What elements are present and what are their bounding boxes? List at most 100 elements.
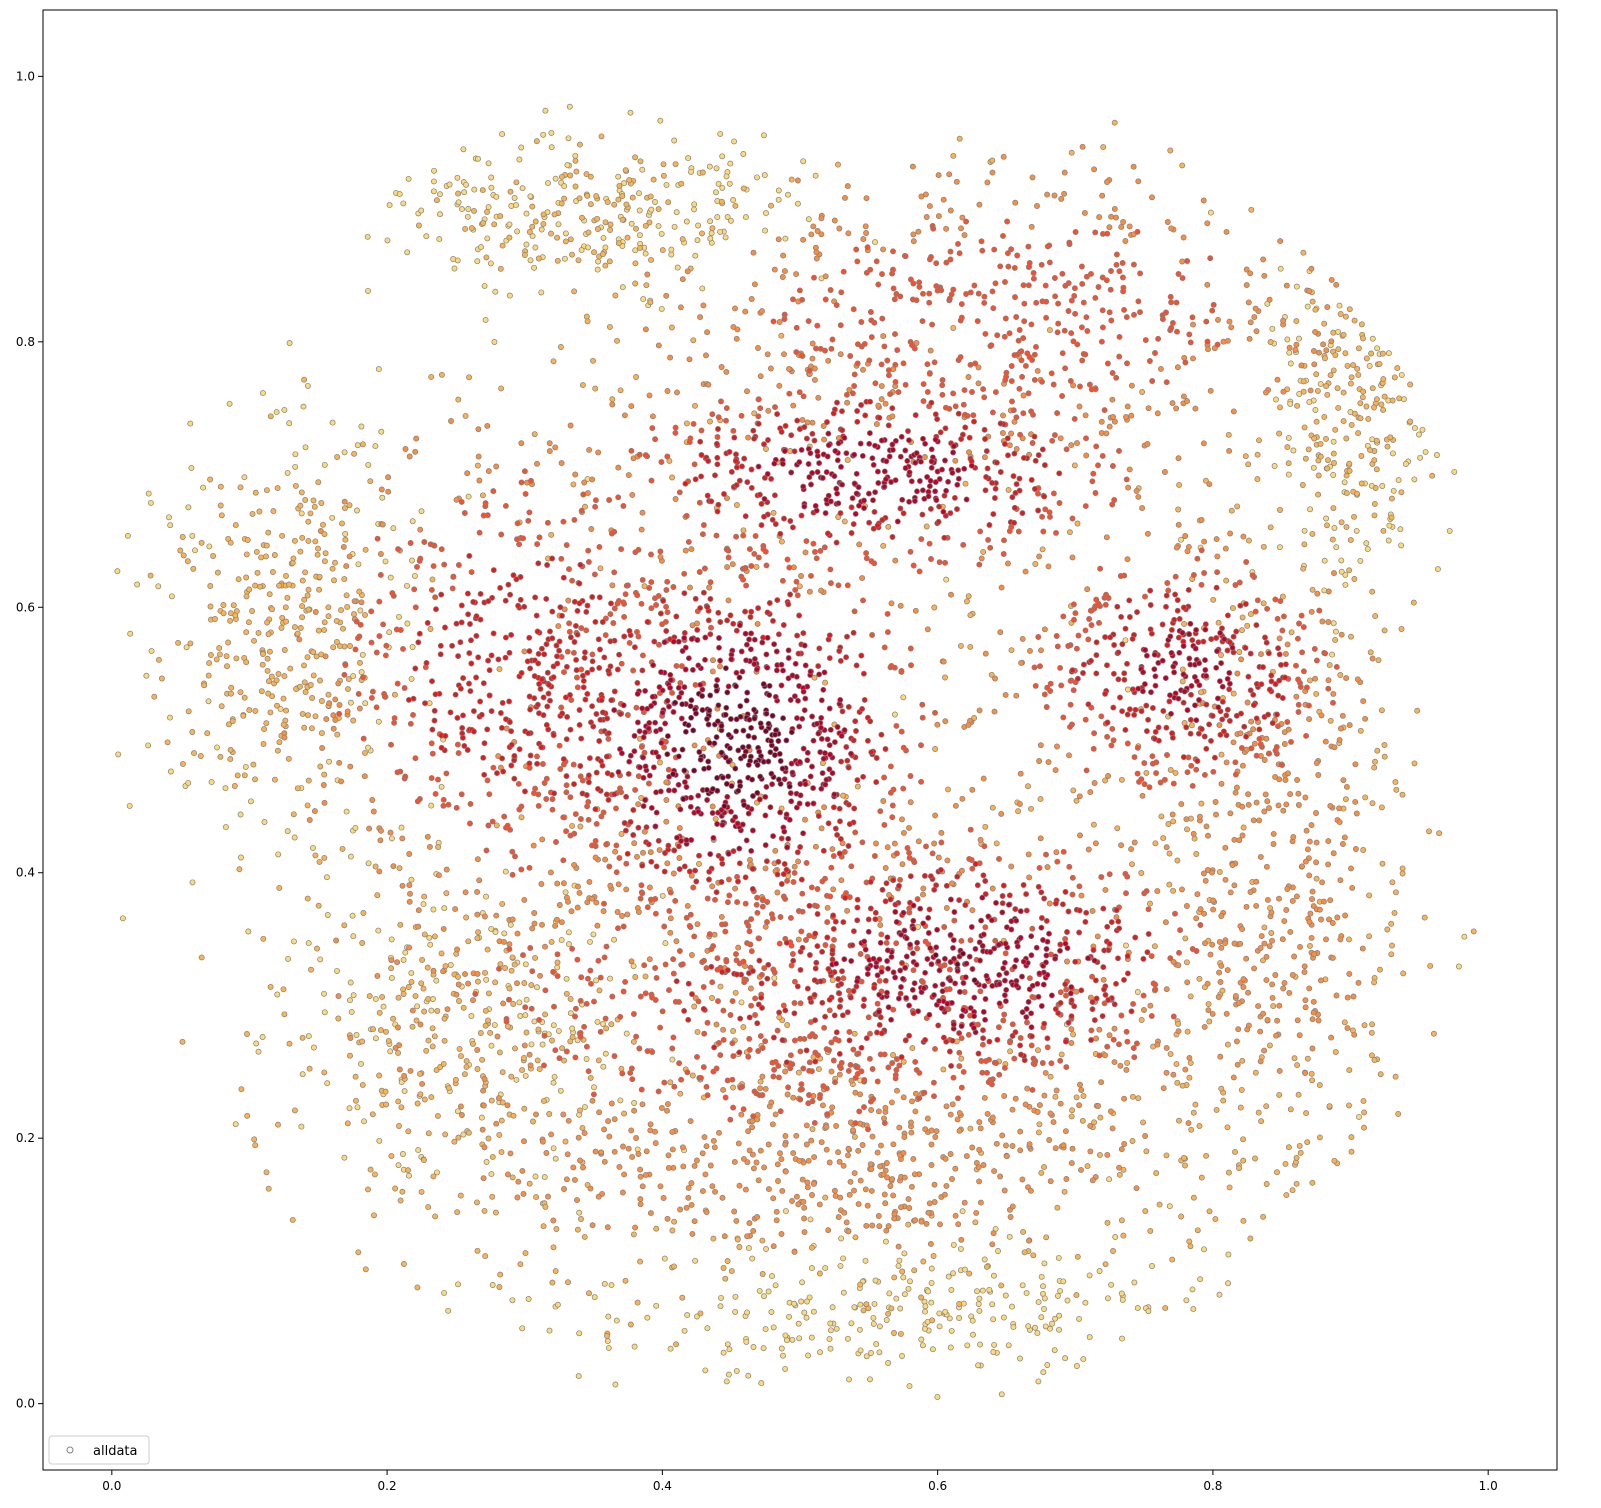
data-point xyxy=(905,1285,912,1292)
data-point xyxy=(493,463,500,470)
data-point xyxy=(1244,1026,1251,1033)
data-point xyxy=(1102,1052,1109,1059)
data-point xyxy=(741,565,748,572)
data-point xyxy=(1223,577,1230,584)
data-point xyxy=(518,440,525,447)
data-point xyxy=(229,718,236,725)
data-point xyxy=(979,1287,986,1294)
data-point xyxy=(910,1155,917,1162)
data-point xyxy=(366,993,373,1000)
data-point xyxy=(728,1268,735,1275)
data-point xyxy=(358,669,365,676)
data-point xyxy=(321,990,327,997)
data-point xyxy=(627,109,634,116)
data-point xyxy=(606,863,613,870)
data-point xyxy=(829,1304,836,1311)
data-point xyxy=(569,822,576,829)
data-point xyxy=(758,971,765,978)
data-point xyxy=(731,1158,738,1165)
data-point xyxy=(816,1270,823,1277)
data-point xyxy=(251,637,257,644)
data-point xyxy=(550,1244,557,1251)
data-point xyxy=(509,954,516,961)
data-point xyxy=(1124,360,1130,367)
data-point xyxy=(1085,846,1092,853)
data-point xyxy=(1310,1009,1317,1016)
data-point xyxy=(1344,994,1351,1001)
data-point xyxy=(305,537,312,544)
data-point xyxy=(554,234,561,241)
data-point xyxy=(979,1041,986,1048)
data-point xyxy=(803,1141,810,1148)
data-point xyxy=(1104,360,1111,367)
data-point xyxy=(908,662,914,669)
data-point xyxy=(943,576,950,583)
data-point xyxy=(359,1038,366,1045)
data-point xyxy=(572,1005,579,1012)
data-point xyxy=(1315,1017,1322,1024)
data-point xyxy=(813,903,820,910)
data-point xyxy=(1325,838,1332,845)
data-point xyxy=(400,1261,407,1267)
data-point xyxy=(1281,741,1288,747)
data-point xyxy=(1084,1163,1091,1170)
data-point xyxy=(1145,906,1152,913)
data-point xyxy=(339,845,346,852)
data-point xyxy=(316,858,323,865)
data-point xyxy=(999,430,1006,436)
data-point xyxy=(958,1035,965,1042)
data-point xyxy=(912,1090,919,1097)
data-point xyxy=(577,997,584,1004)
data-point xyxy=(896,1124,903,1131)
data-point xyxy=(892,331,898,338)
data-point xyxy=(317,956,324,963)
data-point xyxy=(1330,472,1337,478)
data-point xyxy=(670,970,677,977)
data-point xyxy=(694,1028,701,1035)
data-point xyxy=(1231,940,1238,947)
data-point xyxy=(730,1104,737,1111)
data-point xyxy=(1002,691,1009,698)
data-point xyxy=(993,840,1000,847)
data-point xyxy=(391,691,398,698)
data-point xyxy=(950,152,957,159)
data-point xyxy=(1026,874,1033,881)
data-point xyxy=(586,1290,592,1297)
data-point xyxy=(755,396,762,403)
data-point xyxy=(546,440,553,447)
data-point xyxy=(1096,1026,1103,1033)
data-point xyxy=(1121,1141,1128,1147)
data-point xyxy=(870,1320,877,1327)
data-point xyxy=(717,1303,724,1310)
data-point xyxy=(711,931,718,938)
data-point xyxy=(976,1307,983,1314)
data-point xyxy=(869,1066,876,1072)
data-point xyxy=(564,162,571,169)
data-point xyxy=(926,370,933,377)
data-point xyxy=(1109,463,1116,469)
data-point xyxy=(1084,586,1091,593)
data-point xyxy=(1380,527,1387,534)
data-point xyxy=(642,250,649,257)
data-point xyxy=(237,484,244,491)
data-point xyxy=(478,244,484,251)
data-point xyxy=(833,1325,840,1332)
data-point xyxy=(655,1088,662,1095)
data-point xyxy=(1092,490,1099,496)
data-point xyxy=(993,1140,1000,1147)
data-point xyxy=(657,1183,664,1190)
data-point xyxy=(1298,362,1305,369)
data-point xyxy=(563,542,570,549)
data-point xyxy=(534,1057,541,1064)
data-point xyxy=(1098,418,1105,425)
data-point xyxy=(661,1079,668,1086)
data-point xyxy=(462,412,469,419)
data-point xyxy=(773,1217,780,1224)
data-point xyxy=(499,1099,506,1106)
data-point xyxy=(1119,1335,1125,1342)
data-point xyxy=(519,1325,526,1332)
data-point xyxy=(980,386,987,393)
data-point xyxy=(661,1255,668,1262)
data-point xyxy=(1314,590,1321,597)
data-point xyxy=(457,1192,464,1199)
